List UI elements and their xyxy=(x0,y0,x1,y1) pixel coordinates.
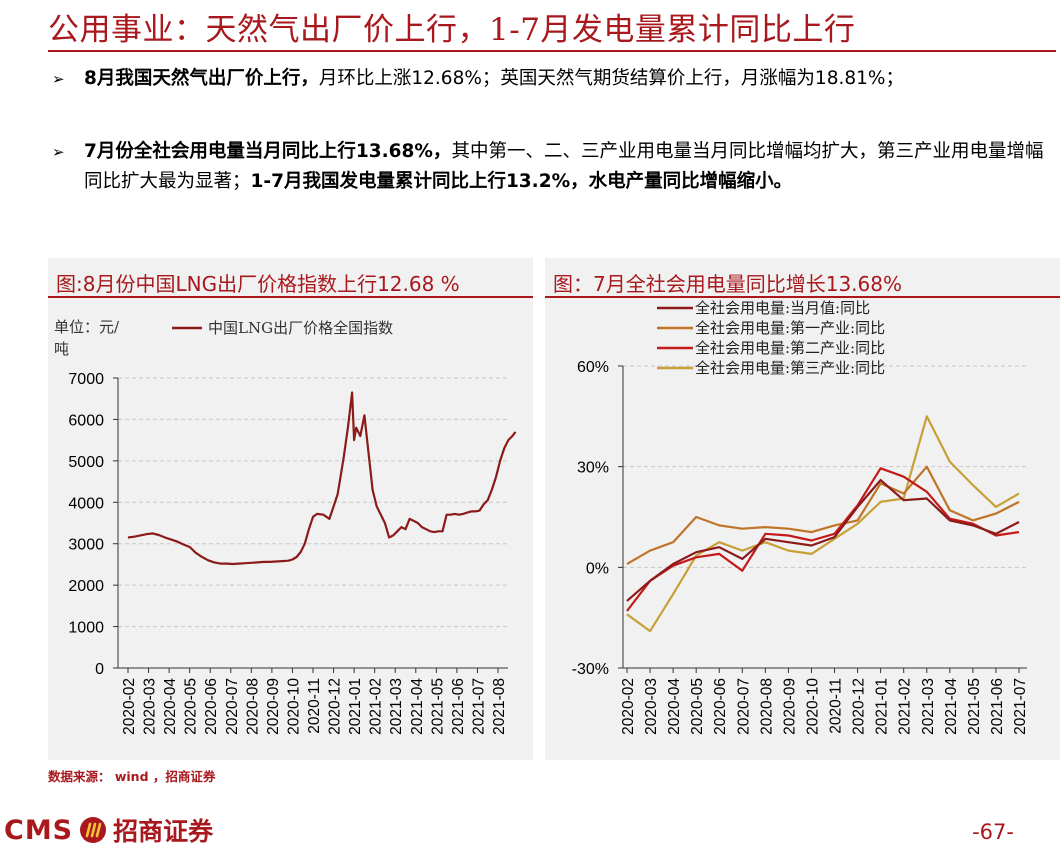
x-tick-label: 2021-03 xyxy=(920,678,937,735)
series-line-tertiary xyxy=(626,415,1020,633)
logo-mark-icon xyxy=(80,817,107,843)
x-tick-label: 2021-07 xyxy=(470,678,487,735)
power-consumption-chart: -30% 0% 30% 60% 2020-02 2020-03 2020-04 2020-05… xyxy=(572,300,1029,735)
bullet-body: 月环比上涨12.68%；英国天然气期货结算价上行，月涨幅为18.81%； xyxy=(318,68,904,89)
bullet-text: 7月份全社会用电量当月同比上行13.68%，其中第一、二、三产业用电量当月同比增… xyxy=(84,137,1059,197)
x-tick-label: 2020-12 xyxy=(851,678,868,735)
x-tick-label: 2021-04 xyxy=(943,678,960,735)
y-tick-label: 1000 xyxy=(68,620,104,637)
title-divider xyxy=(48,50,1056,52)
x-tick-label: 2020-03 xyxy=(142,678,159,735)
unit-label-line2: 吨 xyxy=(54,340,69,358)
x-tick-label: 2020-08 xyxy=(244,678,261,735)
x-tick-label: 2020-08 xyxy=(758,678,775,735)
power-chart-header: 图：7月全社会用电量同比增长13.68% xyxy=(545,258,1060,298)
x-tick-label: 2021-05 xyxy=(429,678,446,735)
x-tick-label: 2020-09 xyxy=(781,678,798,735)
x-tick-label: 2020-05 xyxy=(183,678,200,735)
power-chart-title: 图：7月全社会用电量同比增长13.68% xyxy=(553,272,902,296)
x-tick-label: 2021-03 xyxy=(388,678,405,735)
x-tick-label: 2020-02 xyxy=(121,678,138,735)
x-tick-label: 2020-11 xyxy=(828,678,845,734)
y-tick-label: 30% xyxy=(577,460,609,477)
x-tick-label: 2020-09 xyxy=(265,678,282,735)
x-tick-label: 2020-11 xyxy=(306,678,323,734)
series-line-primary xyxy=(626,465,1020,565)
x-tick-label: 2021-04 xyxy=(409,678,426,735)
page-number: -67- xyxy=(972,820,1014,844)
bullet-arrow-icon: ➢ xyxy=(52,70,65,88)
legend-label-primary: 全社会用电量:第一产业:同比 xyxy=(695,319,885,337)
x-tick-label: 2021-02 xyxy=(368,678,385,735)
bullet-arrow-icon: ➢ xyxy=(52,143,65,161)
x-tick-label: 2020-07 xyxy=(224,678,241,735)
page-title: 公用事业：天然气出厂价上行，1-7月发电量累计同比上行 xyxy=(48,12,856,48)
y-tick-label: 7000 xyxy=(68,371,104,388)
y-tick-label: 5000 xyxy=(68,454,104,471)
lng-chart-header: 图:8月份中国LNG出厂价格指数上行12.68 % xyxy=(48,258,533,298)
x-tick-label: 2021-01 xyxy=(347,678,364,735)
bullet-bold-tail: 1-7月我国发电量累计同比上行13.2%，水电产量同比增幅缩小。 xyxy=(250,171,793,192)
x-tick-label: 2021-06 xyxy=(989,678,1006,735)
y-tick-label: 6000 xyxy=(68,412,104,429)
x-tick-label: 2021-02 xyxy=(897,678,914,735)
legend-label-total: 全社会用电量:当月值:同比 xyxy=(695,300,870,317)
y-tick-label: -30% xyxy=(572,661,609,678)
y-tick-label: 60% xyxy=(577,359,609,376)
y-tick-label: 3000 xyxy=(68,537,104,554)
logo-cms-text: CMS xyxy=(4,814,74,846)
x-tick-label: 2020-10 xyxy=(285,678,302,735)
x-tick-label: 2020-10 xyxy=(804,678,821,735)
y-tick-label: 4000 xyxy=(68,495,104,512)
x-tick-label: 2020-02 xyxy=(620,678,637,735)
x-tick-label: 2021-07 xyxy=(1012,678,1029,735)
x-tick-label: 2021-05 xyxy=(966,678,983,735)
y-tick-label: 0 xyxy=(95,661,104,678)
x-tick-label: 2021-06 xyxy=(450,678,467,735)
power-chart-panel: 图：7月全社会用电量同比增长13.68% -30% 0% 30% 60% 2020-02… xyxy=(545,258,1060,760)
lng-chart-title: 图:8月份中国LNG出厂价格指数上行12.68 % xyxy=(56,272,460,296)
x-tick-label: 2020-12 xyxy=(327,678,344,735)
x-tick-label: 2020-06 xyxy=(203,678,220,735)
x-tick-label: 2020-06 xyxy=(712,678,729,735)
unit-label-line1: 单位：元/ xyxy=(54,318,120,336)
data-source: 数据来源： wind ，招商证券 xyxy=(48,769,216,784)
series-line-lng xyxy=(127,391,517,566)
series-line-total xyxy=(626,479,1020,602)
company-logo: CMS 招商证券 xyxy=(4,812,213,848)
bullet-body: 其中第一、二、三产业用电量当月同比增幅均扩大，第三产业用电量增幅同比扩大最为显著… xyxy=(84,141,1044,192)
y-tick-label: 2000 xyxy=(68,578,104,595)
lng-chart-panel: 图:8月份中国LNG出厂价格指数上行12.68 % 单位：元/ 吨 中国LNG出… xyxy=(48,258,533,760)
legend-label-tertiary: 全社会用电量:第三产业:同比 xyxy=(695,359,885,377)
x-tick-label: 2021-01 xyxy=(874,678,891,735)
bullet-text: 8月我国天然气出厂价上行，月环比上涨12.68%；英国天然气期货结算价上行，月涨… xyxy=(84,64,1059,94)
logo-company-name: 招商证券 xyxy=(113,817,214,846)
x-tick-label: 2020-05 xyxy=(689,678,706,735)
lng-price-chart: 单位：元/ 吨 中国LNG出厂价格全国指数 0 1000 2000 3000 4000 5… xyxy=(54,318,517,735)
x-tick-label: 2020-03 xyxy=(643,678,660,735)
x-tick-label: 2021-08 xyxy=(491,678,508,735)
x-tick-label: 2020-04 xyxy=(162,678,179,735)
legend-label-secondary: 全社会用电量:第二产业:同比 xyxy=(695,339,885,357)
legend-label-lng: 中国LNG出厂价格全国指数 xyxy=(208,319,393,337)
x-tick-label: 2020-07 xyxy=(735,678,752,735)
bullet-bold: 7月份全社会用电量当月同比上行13.68%， xyxy=(84,141,452,162)
bullet-bold: 8月我国天然气出厂价上行， xyxy=(84,68,319,89)
y-tick-label: 0% xyxy=(586,560,609,577)
x-tick-label: 2020-04 xyxy=(666,678,683,735)
series-line-secondary xyxy=(626,467,1020,612)
